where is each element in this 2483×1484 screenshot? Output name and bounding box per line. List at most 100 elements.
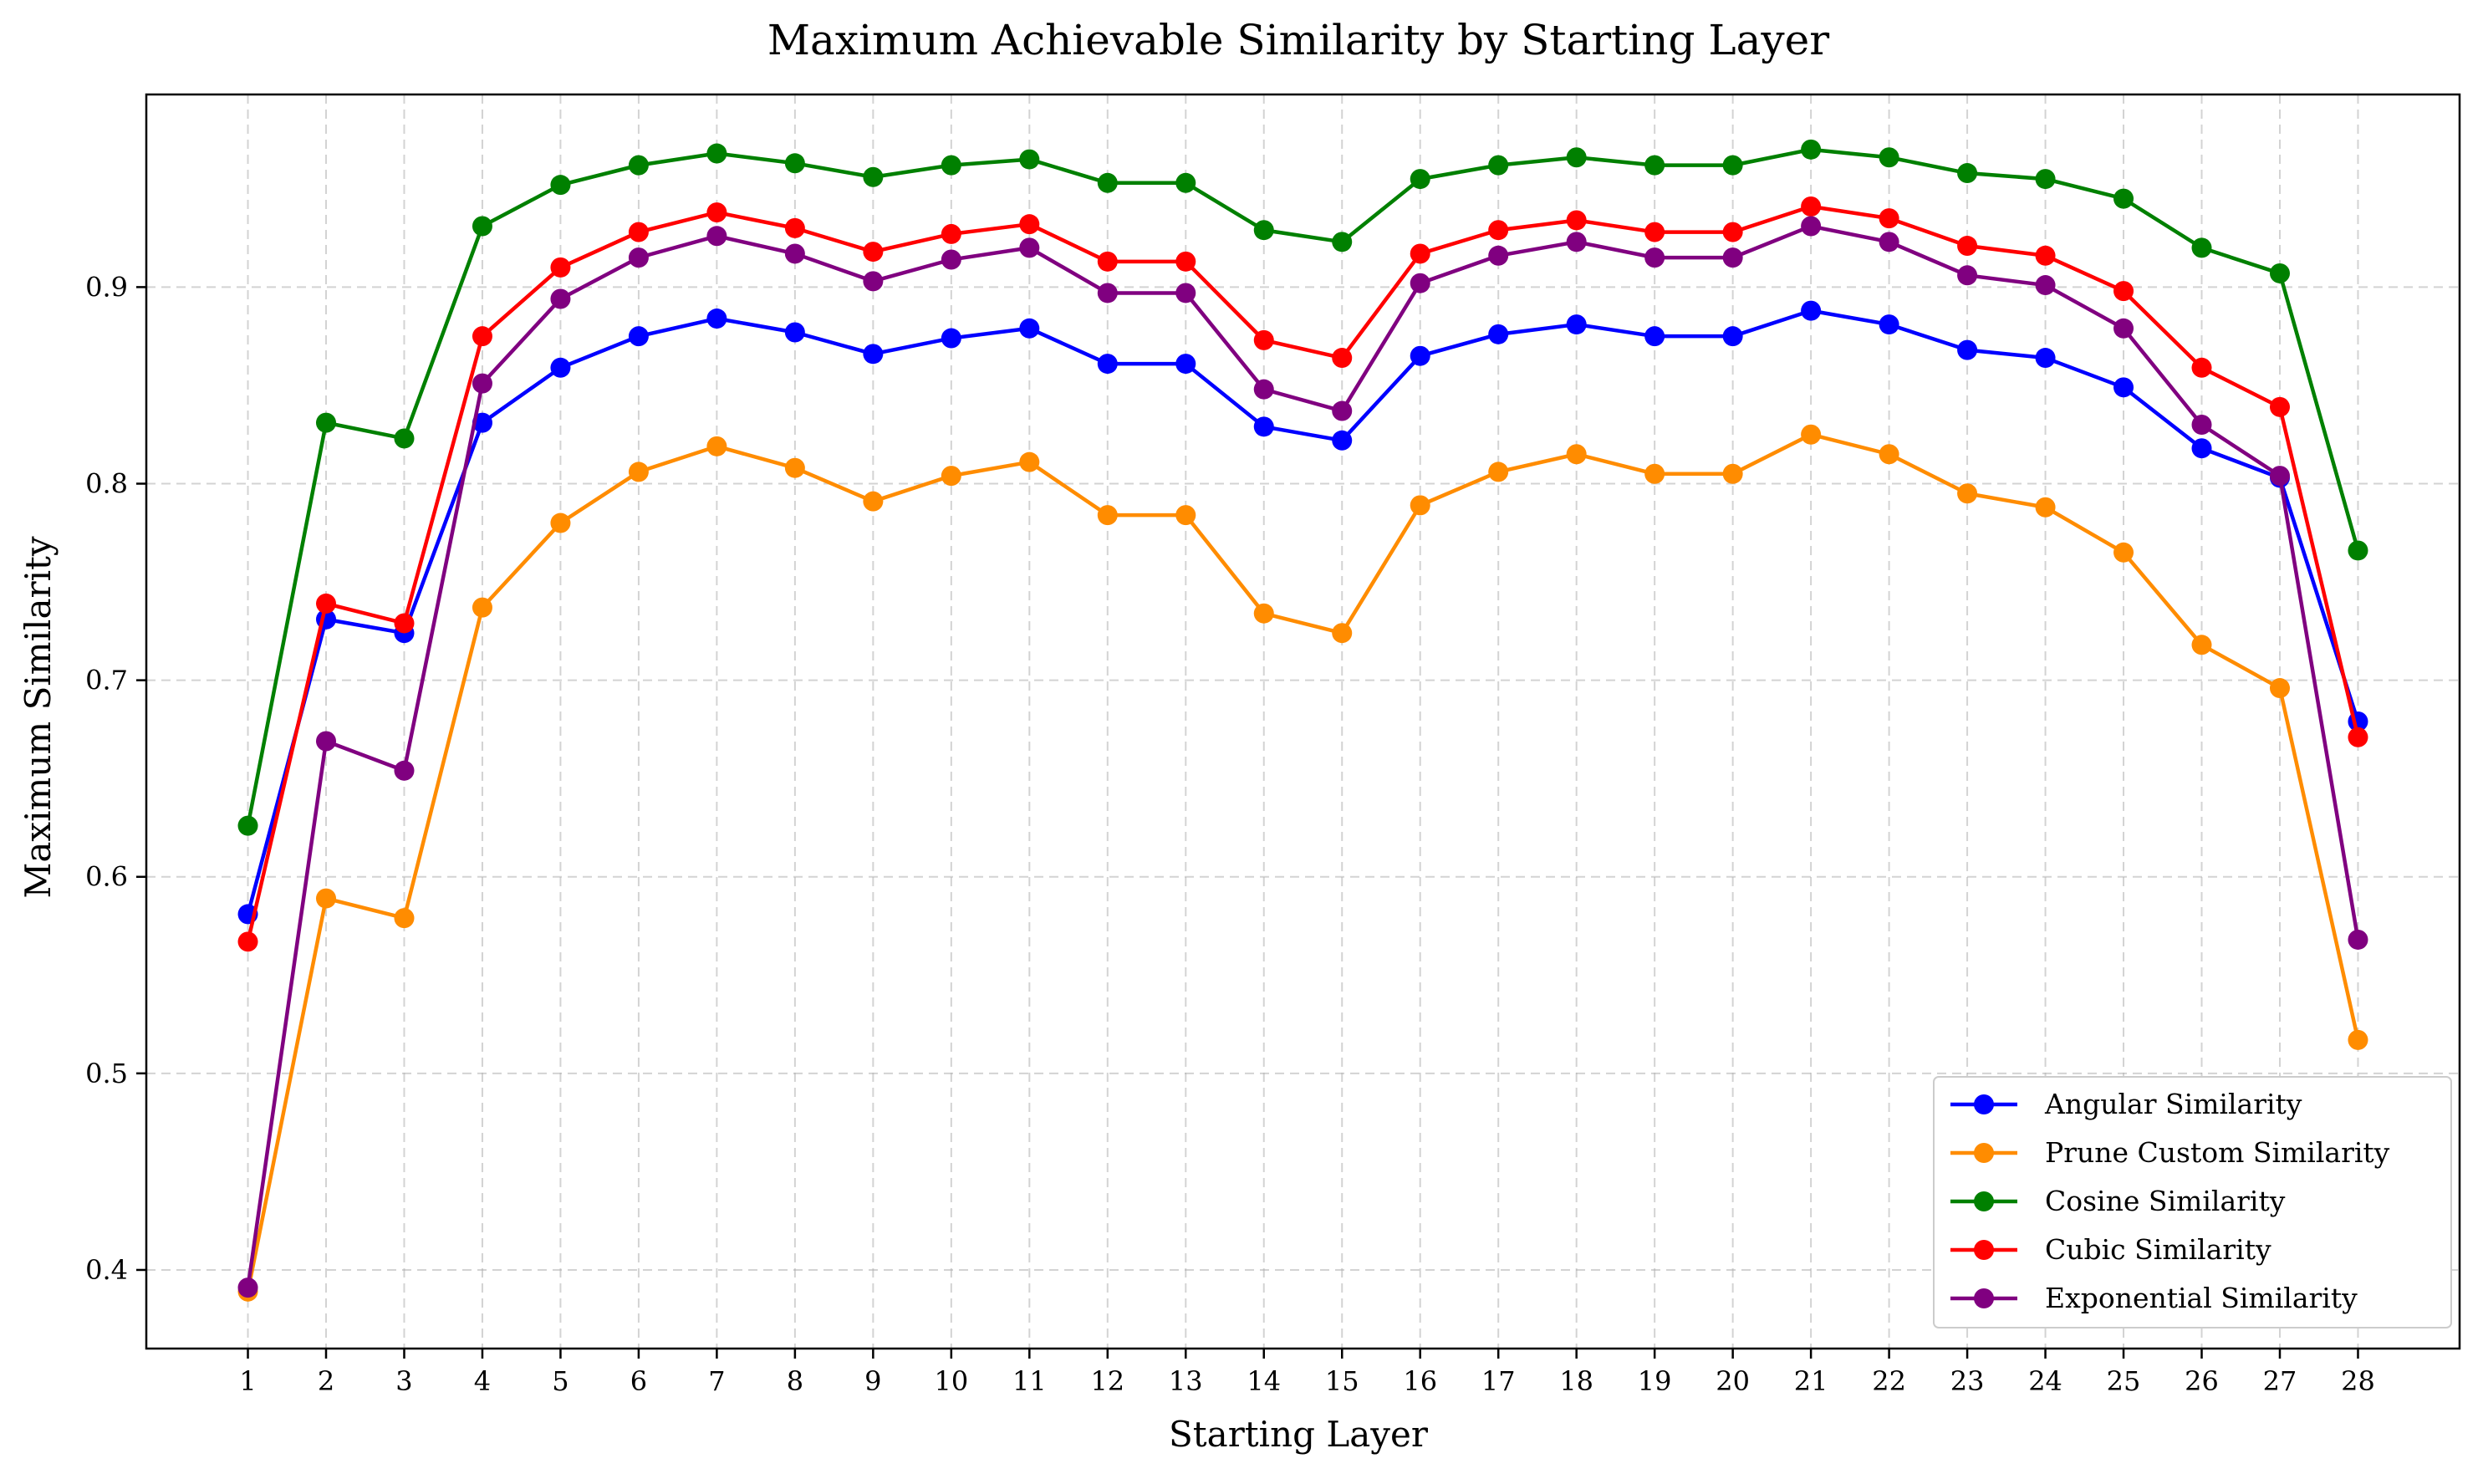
data-point xyxy=(1957,483,1978,504)
x-tick-label: 11 xyxy=(1012,1365,1047,1397)
legend-swatch-marker xyxy=(1974,1191,1994,1211)
data-point xyxy=(706,202,727,223)
data-point xyxy=(784,217,805,238)
data-point xyxy=(1566,444,1587,465)
data-point xyxy=(2035,348,2056,369)
legend-swatch-marker xyxy=(1974,1143,1994,1163)
data-point xyxy=(1253,416,1274,437)
data-point xyxy=(1253,220,1274,241)
x-tick-label: 20 xyxy=(1716,1365,1750,1397)
x-tick-label: 5 xyxy=(552,1365,568,1397)
x-tick-label: 26 xyxy=(2185,1365,2219,1397)
data-point xyxy=(2191,357,2212,378)
data-point xyxy=(2348,1029,2368,1050)
x-tick-label: 10 xyxy=(934,1365,968,1397)
data-point xyxy=(2035,245,2056,266)
data-point xyxy=(550,288,571,309)
data-point xyxy=(1097,505,1118,526)
data-point xyxy=(1019,451,1040,472)
series-3 xyxy=(237,139,2368,836)
data-point xyxy=(941,155,961,176)
x-tick-label: 18 xyxy=(1559,1365,1593,1397)
data-point xyxy=(628,462,649,482)
data-point xyxy=(2035,169,2056,190)
data-point xyxy=(1644,222,1665,242)
data-point xyxy=(1566,147,1587,168)
data-point xyxy=(628,326,649,347)
data-point xyxy=(316,731,337,752)
data-point xyxy=(1801,196,1822,217)
data-point xyxy=(1410,345,1430,366)
data-point xyxy=(1019,318,1040,339)
y-tick-label: 0.8 xyxy=(85,468,128,500)
data-point xyxy=(1019,237,1040,258)
data-point xyxy=(2113,281,2134,302)
data-point xyxy=(2191,635,2212,655)
y-tick-label: 0.9 xyxy=(85,271,128,303)
data-point xyxy=(394,613,415,634)
series-line xyxy=(246,147,2360,827)
data-point xyxy=(941,249,961,270)
data-point xyxy=(316,593,337,614)
series-1 xyxy=(237,300,2368,925)
data-point xyxy=(1879,314,1899,335)
data-point xyxy=(863,271,884,292)
data-point xyxy=(784,153,805,174)
data-point xyxy=(1097,251,1118,272)
data-point xyxy=(237,931,258,952)
data-point xyxy=(1801,424,1822,445)
data-point xyxy=(1957,265,1978,286)
data-point xyxy=(2191,414,2212,435)
data-point xyxy=(550,513,571,533)
series-line xyxy=(246,204,2360,942)
data-point xyxy=(706,226,727,247)
data-point xyxy=(941,223,961,244)
data-point xyxy=(237,815,258,836)
data-point xyxy=(863,344,884,365)
legend-label: Exponential Similarity xyxy=(2045,1282,2358,1314)
data-point xyxy=(472,216,492,237)
data-point xyxy=(1175,283,1196,303)
data-point xyxy=(1253,379,1274,400)
x-tick-label: 21 xyxy=(1794,1365,1828,1397)
x-tick-label: 27 xyxy=(2263,1365,2297,1397)
data-point xyxy=(1566,210,1587,231)
data-point xyxy=(472,373,492,394)
data-point xyxy=(1566,314,1587,335)
data-point xyxy=(316,888,337,909)
data-point xyxy=(1175,251,1196,272)
data-point xyxy=(2348,929,2368,950)
data-point xyxy=(1253,329,1274,350)
y-tick-label: 0.4 xyxy=(85,1254,128,1286)
data-point xyxy=(628,247,649,268)
data-point xyxy=(1488,245,1509,266)
legend-swatch-marker xyxy=(1974,1094,1994,1114)
data-point xyxy=(472,597,492,618)
y-tick-label: 0.6 xyxy=(85,861,128,893)
data-point xyxy=(1957,236,1978,257)
data-point xyxy=(1722,222,1743,242)
data-point xyxy=(1410,273,1430,293)
data-point xyxy=(1097,283,1118,303)
data-point xyxy=(706,309,727,329)
data-point xyxy=(394,908,415,929)
data-point xyxy=(863,242,884,263)
data-point xyxy=(394,428,415,449)
x-tick-label: 13 xyxy=(1169,1365,1203,1397)
data-point xyxy=(1957,339,1978,360)
x-tick-label: 4 xyxy=(474,1365,491,1397)
x-tick-label: 16 xyxy=(1403,1365,1437,1397)
legend-label: Angular Similarity xyxy=(2044,1088,2302,1120)
legend-item: Cosine Similarity xyxy=(1950,1185,2286,1217)
data-point xyxy=(1644,326,1665,347)
data-point xyxy=(237,1277,258,1298)
data-point xyxy=(1488,462,1509,482)
legend-item: Exponential Similarity xyxy=(1950,1282,2358,1314)
x-tick-label: 22 xyxy=(1872,1365,1906,1397)
data-point xyxy=(941,328,961,349)
data-point xyxy=(1332,348,1353,369)
series-line xyxy=(246,432,2360,1293)
data-point xyxy=(2191,237,2212,258)
y-axis: 0.4 0.5 0.6 0.7 0.8 0.9 xyxy=(85,271,146,1286)
